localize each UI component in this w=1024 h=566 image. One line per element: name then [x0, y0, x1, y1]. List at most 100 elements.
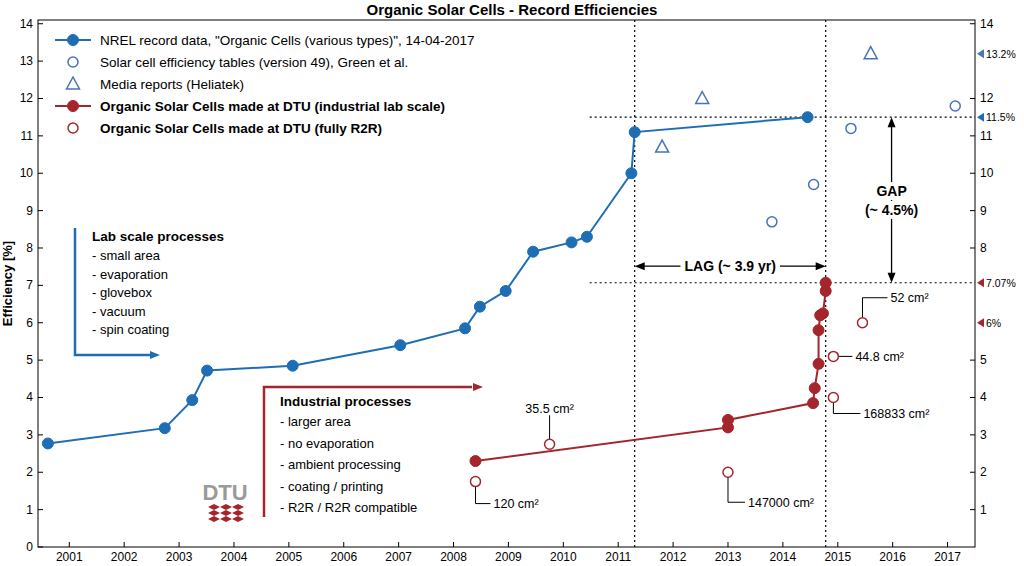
right-marker-label: 11.5% — [986, 111, 1015, 123]
data-point — [287, 360, 298, 371]
x-tick-label: 2008 — [440, 550, 467, 564]
data-point — [857, 318, 867, 328]
logo-chevron — [208, 504, 244, 510]
lab-scale-item: - small area — [92, 248, 161, 263]
data-point — [809, 179, 819, 189]
x-tick — [233, 542, 234, 547]
point-label: 147000 cm² — [748, 496, 814, 510]
y-tick — [38, 322, 43, 323]
data-point — [950, 101, 960, 111]
x-tick-label: 2001 — [56, 550, 83, 564]
x-tick-label: 2009 — [495, 550, 522, 564]
right-marker — [977, 49, 984, 58]
data-point — [159, 423, 170, 434]
y2-tick — [970, 210, 975, 211]
y-tick-label: 4 — [26, 390, 33, 404]
y2-tick-label: 2 — [980, 465, 987, 479]
plot-frame — [38, 20, 975, 547]
data-point — [846, 123, 856, 133]
data-point — [528, 246, 539, 257]
legend-label: Solar cell efficiency tables (version 49… — [100, 55, 408, 70]
right-marker-label: 7.07% — [986, 277, 1016, 289]
x-tick-label: 2013 — [715, 550, 742, 564]
legend-label: Media reports (Heliatek) — [100, 77, 244, 92]
industrial-item: - no evaporation — [280, 436, 374, 451]
y2-tick-label: 1 — [980, 503, 987, 517]
y-tick-label: 8 — [26, 241, 33, 255]
y2-tick — [970, 23, 975, 24]
y-tick — [38, 285, 43, 286]
x-tick-label: 2012 — [660, 550, 687, 564]
y-tick-label: 9 — [26, 204, 33, 218]
legend-label: Organic Solar Cells made at DTU (industr… — [100, 99, 445, 114]
arrow-head — [888, 273, 896, 283]
data-point — [809, 383, 820, 394]
data-point — [474, 301, 485, 312]
reference-line-y — [590, 117, 975, 118]
y-tick — [38, 23, 43, 24]
logo-text: DTU — [202, 480, 247, 505]
x-tick — [947, 542, 948, 547]
series-line — [475, 283, 825, 461]
lab-scale-item: - evaporation — [92, 267, 168, 282]
x-tick-label: 2010 — [550, 550, 577, 564]
data-point — [808, 398, 819, 409]
data-point — [813, 358, 824, 369]
x-tick-label: 2015 — [824, 550, 851, 564]
y-tick — [38, 98, 43, 99]
x-tick-label: 2016 — [879, 550, 906, 564]
data-point — [820, 277, 831, 288]
data-point — [828, 392, 838, 402]
x-tick-label: 2011 — [605, 550, 631, 564]
y2-tick — [970, 397, 975, 398]
right-marker — [977, 318, 984, 327]
x-tick — [892, 542, 893, 547]
y-tick-label: 5 — [26, 353, 33, 367]
y-axis-label: Efficiency [%] — [0, 241, 15, 326]
y-tick — [38, 360, 43, 361]
right-marker — [977, 113, 984, 122]
data-point — [864, 47, 877, 59]
x-tick-label: 2007 — [385, 550, 412, 564]
lab-scale-title: Lab scale processes — [92, 229, 224, 244]
x-tick — [508, 542, 509, 547]
data-point — [802, 112, 813, 123]
x-tick — [124, 542, 125, 547]
legend-label: Organic Solar Cells made at DTU (fully R… — [100, 121, 382, 136]
markers — [42, 47, 960, 487]
right-marker-label: 13.2% — [986, 48, 1016, 60]
arrow-head — [816, 262, 826, 270]
y-tick — [38, 509, 43, 510]
point-labels: 120 cm²35.5 cm²147000 cm²168833 cm²44.8 … — [475, 291, 929, 511]
title: Organic Solar Cells - Record Efficiencie… — [367, 1, 658, 18]
y-tick — [38, 61, 43, 62]
y-tick — [38, 210, 43, 211]
point-label: 35.5 cm² — [525, 402, 574, 416]
y2-tick-label: 8 — [980, 241, 987, 255]
y-tick-label: 10 — [20, 166, 34, 180]
legend: NREL record data, "Organic Cells (variou… — [55, 33, 475, 136]
y-tick — [38, 247, 43, 248]
y-tick-label: 6 — [26, 316, 33, 330]
legend-marker — [68, 123, 78, 133]
data-point — [395, 340, 406, 351]
data-point — [470, 456, 481, 467]
y-tick-label: 12 — [20, 91, 34, 105]
y-tick-label: 7 — [26, 278, 33, 292]
data-point — [767, 217, 777, 227]
x-tick-label: 2003 — [166, 550, 193, 564]
x-tick-label: 2014 — [770, 550, 797, 564]
legend-label: NREL record data, "Organic Cells (variou… — [100, 33, 475, 48]
lag-label: LAG (~ 3.9 yr) — [684, 258, 775, 274]
lab-scale-item: - glovebox — [92, 285, 152, 300]
gap-label: (~ 4.5%) — [865, 202, 918, 218]
x-tick — [453, 542, 454, 547]
right-marker-label: 6% — [986, 317, 1001, 329]
lab-scale-item: - vacuum — [92, 304, 145, 319]
reference-line-y — [590, 282, 975, 283]
y2-tick — [970, 434, 975, 435]
y-tick — [38, 472, 43, 473]
y-tick — [38, 397, 43, 398]
text-background — [861, 201, 922, 219]
text-background — [680, 257, 779, 275]
